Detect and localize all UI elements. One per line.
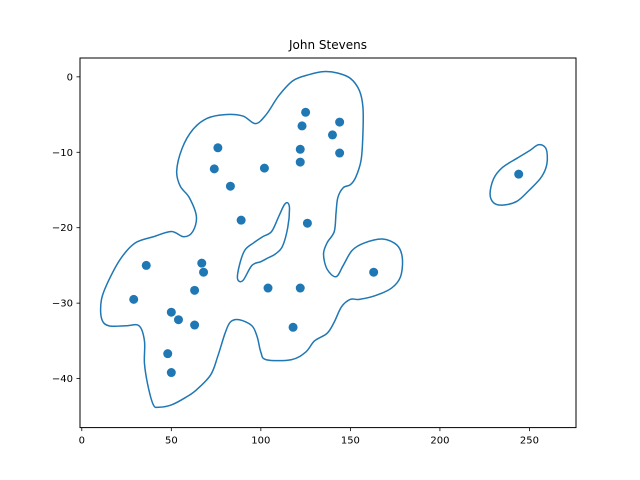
- scatter-point-2: [297, 121, 307, 131]
- scatter-point-19: [295, 283, 305, 293]
- scatter-point-12: [236, 215, 246, 225]
- x-axis: 0 50 100 150 200 250: [79, 427, 539, 447]
- scatter-point-27: [166, 368, 176, 378]
- scatter-point-21: [129, 294, 139, 304]
- scatter-point-17: [369, 267, 379, 277]
- x-tick-label: 0: [79, 436, 85, 447]
- y-tick-label: 0: [67, 72, 73, 83]
- scatter-point-1: [335, 117, 345, 127]
- scatter-point-25: [288, 322, 298, 332]
- scatter-point-26: [163, 349, 173, 359]
- x-tick-label: 250: [520, 436, 539, 447]
- scatter-point-8: [259, 163, 269, 173]
- x-tick-label: 100: [251, 436, 270, 447]
- scatter-point-3: [327, 130, 337, 140]
- scatter-point-18: [263, 283, 273, 293]
- density-contour-0: [99, 70, 404, 409]
- scatter-point-0: [301, 107, 311, 117]
- scatter-point-6: [335, 148, 345, 158]
- scatter-point-4: [213, 143, 223, 153]
- y-tick-label: −30: [52, 299, 73, 310]
- x-tick-label: 200: [430, 436, 449, 447]
- scatter-point-20: [190, 285, 200, 295]
- scatter-point-15: [141, 260, 151, 270]
- scatter-point-16: [199, 267, 209, 277]
- density-contours: [99, 70, 549, 409]
- y-tick-label: −20: [52, 223, 73, 234]
- scatter-point-23: [173, 315, 183, 325]
- scatter-point-13: [302, 218, 312, 228]
- x-tick-label: 50: [165, 436, 178, 447]
- y-tick-label: −10: [52, 148, 73, 159]
- scatter-point-22: [166, 307, 176, 317]
- scatter-points: [129, 107, 524, 378]
- scatter-point-9: [209, 164, 219, 174]
- plot-frame: [79, 57, 577, 429]
- chart-title: John Stevens: [288, 38, 367, 52]
- y-axis: 0 −10 −20 −30 −40: [52, 72, 80, 385]
- y-tick-label: −40: [52, 374, 73, 385]
- scatter-point-11: [225, 181, 235, 191]
- density-contour-2: [489, 143, 549, 206]
- scatter-point-14: [197, 258, 207, 268]
- scatter-point-10: [514, 169, 524, 179]
- scatter-point-24: [190, 320, 200, 330]
- scatter-point-7: [295, 157, 305, 167]
- scatter-point-5: [295, 144, 305, 154]
- x-tick-label: 150: [341, 436, 360, 447]
- density-contour-1: [236, 201, 291, 283]
